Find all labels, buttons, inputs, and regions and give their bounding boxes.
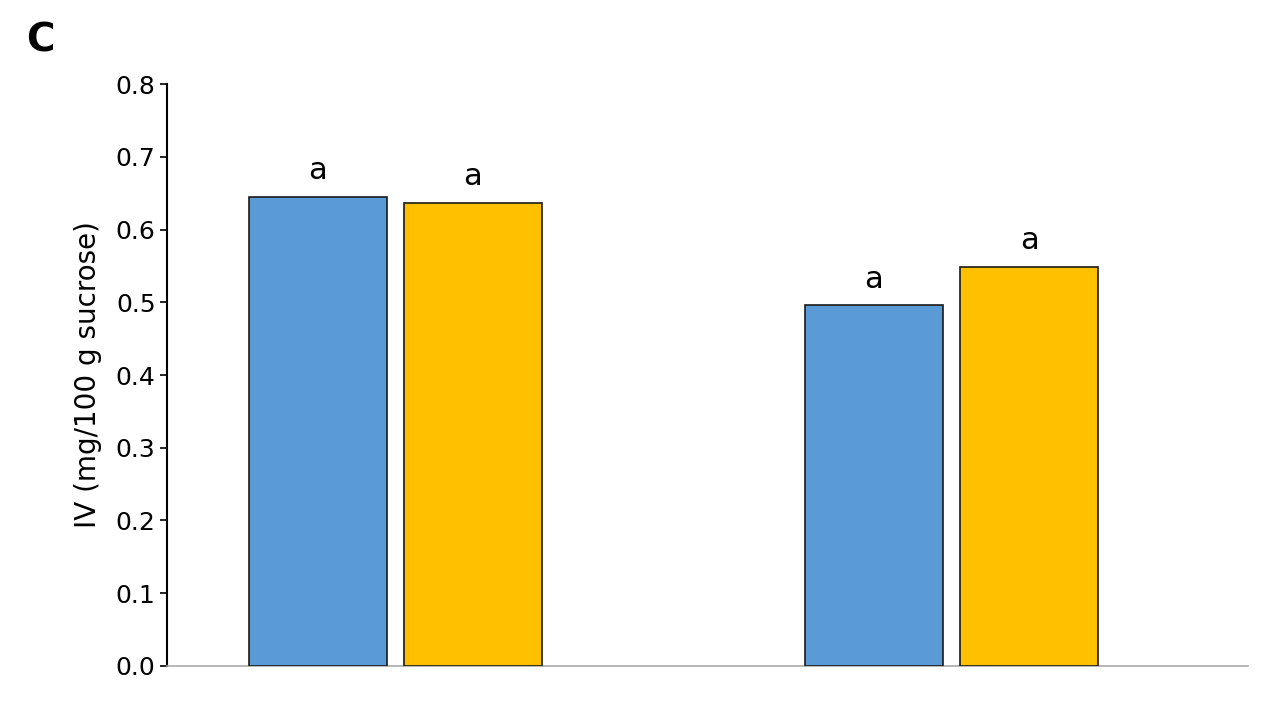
Text: a: a [865, 264, 883, 294]
Bar [404, 203, 542, 666]
Text: C: C [26, 21, 54, 59]
Bar [248, 197, 386, 666]
Bar [804, 305, 943, 666]
Text: a: a [1019, 226, 1039, 255]
Y-axis label: IV (mg/100 g sucrose): IV (mg/100 g sucrose) [73, 222, 102, 529]
Text: a: a [309, 156, 327, 185]
Text: a: a [463, 162, 483, 191]
Bar [960, 266, 1098, 666]
